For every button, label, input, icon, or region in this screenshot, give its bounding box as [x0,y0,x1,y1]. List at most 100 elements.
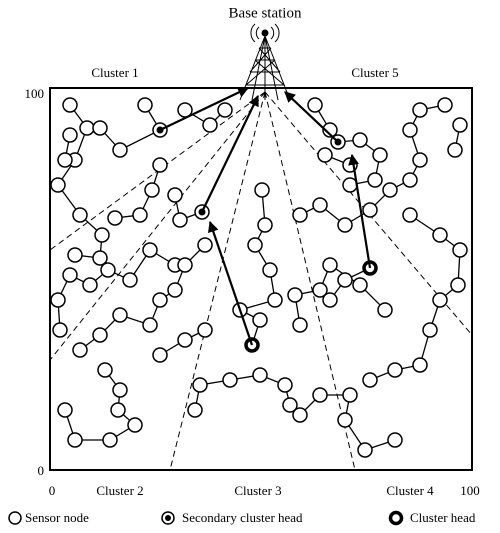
sensor-node [52,322,68,338]
sensor-node [312,387,328,403]
sensor-node [307,97,323,113]
sensor-node [144,182,160,198]
sensor-node [382,182,398,198]
sensor-node [252,312,268,328]
legend-head-icon [388,510,404,526]
cluster-label: Cluster 2 [96,483,143,498]
sensor-node [72,342,88,358]
cluster-border [264,91,356,471]
sensor-node [177,257,193,273]
sensor-node [110,402,126,418]
sensor-node [312,197,328,213]
sensor-node [102,432,118,448]
sensor-node [67,247,83,263]
axis-label: 100 [460,483,480,498]
sensor-node [57,402,73,418]
sensor-node [172,212,188,228]
link [299,104,446,226]
sensor-node [152,347,168,363]
sensor-node [50,292,66,308]
sensor-node [337,272,353,288]
field-border [49,87,473,471]
sensor-node [82,277,98,293]
sensor-node [92,120,108,136]
legend-label: Secondary cluster head [182,510,303,525]
legend-sensor-icon [8,511,22,525]
sensor-node [127,417,143,433]
cluster-border [49,91,266,361]
sensor-node [412,357,428,373]
arrow [284,91,339,143]
sensor-node [177,332,193,348]
link [114,164,161,219]
sensor-node [202,117,218,133]
sensor-node [112,307,128,323]
sensor-node [197,322,213,338]
sensor-node [67,432,83,448]
cluster-label: Cluster 3 [234,483,281,498]
sensor-node [137,97,153,113]
sensor-node [402,122,418,138]
sensor-node [437,97,453,113]
cluster-label: Cluster 1 [91,65,138,80]
sensor-node [337,412,353,428]
sensor-node [72,207,88,223]
sensor-node [62,97,78,113]
sensor-node [402,172,418,188]
sensor-node [142,317,158,333]
sensor-node [287,287,303,303]
legend-secondary-dot [165,515,171,521]
sensor-node [257,217,273,233]
sensor-node [452,242,468,258]
arrows [159,87,372,346]
sensor-node [142,242,158,258]
sensor-node [262,262,278,278]
sensor-node [432,292,448,308]
sensor-node [187,402,203,418]
tower [239,23,291,101]
sensor-node [372,147,388,163]
sensor-node [352,277,368,293]
sensor-node [222,372,238,388]
sensor-node [322,122,338,138]
link [314,104,381,186]
sensor-node [412,102,428,118]
sensor-node [152,157,168,173]
sensor-node [337,217,353,233]
legend-label: Sensor node [25,510,89,525]
sensor-node [167,282,183,298]
sensor-node [292,407,308,423]
cluster-border [169,91,266,471]
sensor-node [412,152,428,168]
sensor-node [357,442,373,458]
sensor-node [292,207,308,223]
legend-label: Cluster head [410,510,476,525]
sensor-node [362,372,378,388]
sensor-node [367,172,383,188]
sensor-node [387,362,403,378]
sensor-node [197,237,213,253]
axis-label: 0 [49,483,56,498]
sensor-node [277,377,293,393]
sensor-node [112,142,128,158]
sensor-node [57,152,73,168]
sensor-node [292,317,308,333]
sensor-node [452,117,468,133]
sensor-node [252,367,268,383]
sensor-node [217,102,233,118]
sensor-node [387,432,403,448]
sensor-node [132,207,148,223]
legend: Sensor node Secondary cluster head Clust… [8,510,476,526]
nodes [50,97,468,458]
sensor-node [322,292,338,308]
sensor-node [107,210,123,226]
sensor-node [254,182,270,198]
link [194,374,291,411]
arrow [159,87,249,131]
sensor-node [112,382,128,398]
link [64,369,137,441]
sensor-node [317,147,333,163]
sensor-node [94,227,110,243]
axis-label: 0 [38,463,45,478]
